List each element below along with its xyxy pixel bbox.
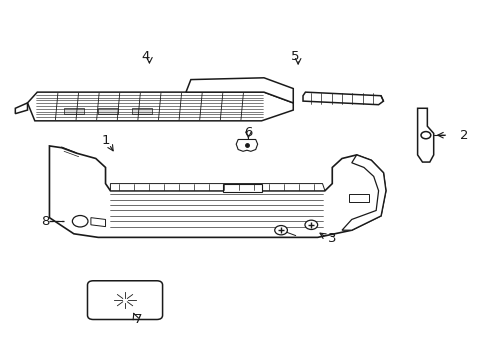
Polygon shape <box>132 108 152 114</box>
Polygon shape <box>303 92 383 105</box>
Polygon shape <box>27 92 293 121</box>
Text: 4: 4 <box>142 50 150 63</box>
Text: 1: 1 <box>101 134 110 147</box>
Circle shape <box>72 216 88 227</box>
Polygon shape <box>185 78 293 103</box>
Text: 3: 3 <box>327 231 336 244</box>
Text: 7: 7 <box>134 312 142 326</box>
Polygon shape <box>417 108 433 162</box>
Circle shape <box>274 226 287 235</box>
Circle shape <box>305 220 317 229</box>
Polygon shape <box>91 218 105 226</box>
Polygon shape <box>348 194 368 202</box>
Circle shape <box>420 132 430 139</box>
Polygon shape <box>110 184 325 191</box>
Text: 6: 6 <box>244 126 252 139</box>
Polygon shape <box>98 108 118 114</box>
Polygon shape <box>49 146 385 237</box>
Polygon shape <box>236 139 257 151</box>
FancyBboxPatch shape <box>87 281 162 319</box>
Polygon shape <box>222 184 261 192</box>
Text: 5: 5 <box>290 50 298 63</box>
Text: 8: 8 <box>41 215 50 228</box>
Text: 2: 2 <box>459 129 467 142</box>
Polygon shape <box>341 155 385 230</box>
Polygon shape <box>15 103 27 114</box>
Polygon shape <box>64 108 83 114</box>
